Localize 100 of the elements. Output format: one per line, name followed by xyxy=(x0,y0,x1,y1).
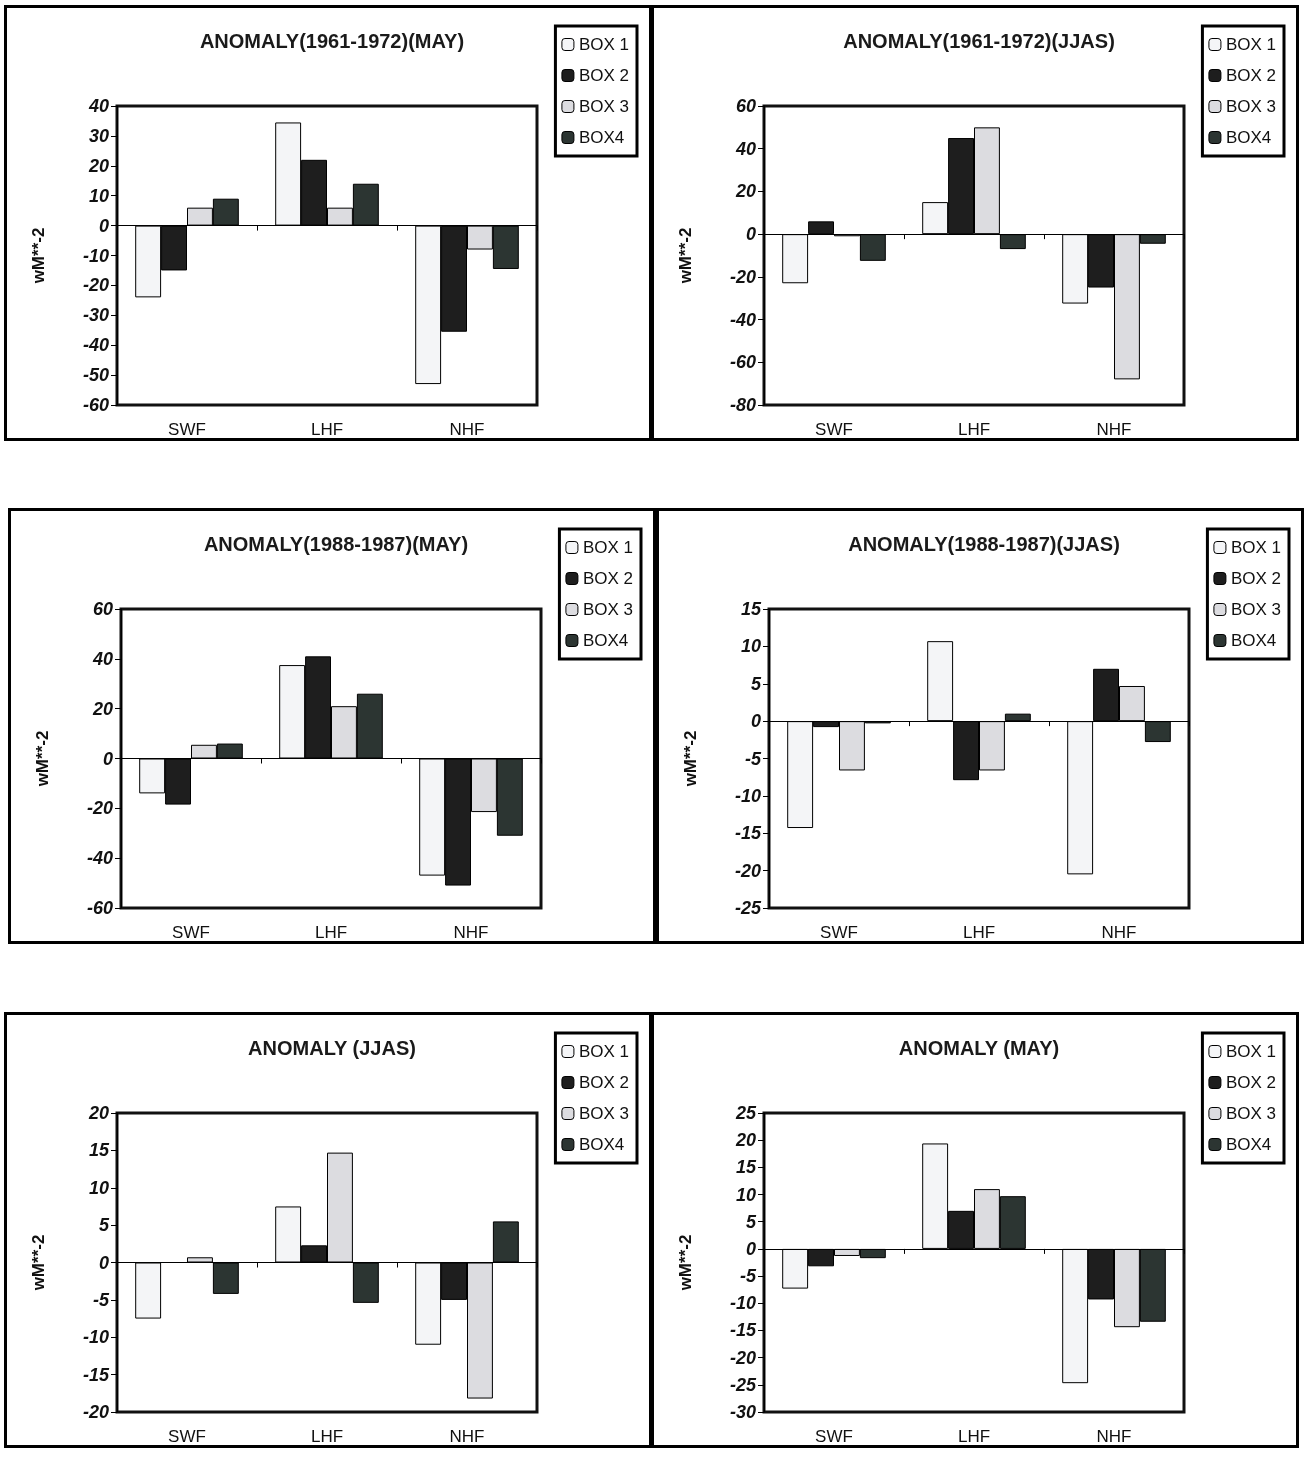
legend-label: BOX4 xyxy=(578,128,625,147)
legend-label: BOX 1 xyxy=(1225,1042,1277,1061)
legend-label: BOX4 xyxy=(578,1135,625,1154)
y-tick-label: 15 xyxy=(740,599,762,619)
x-tick-label: LHF xyxy=(962,923,996,942)
legend-label: BOX 1 xyxy=(582,538,634,557)
y-tick-label: -50 xyxy=(82,365,109,386)
y-tick-label: -5 xyxy=(744,748,762,769)
x-tick-label: SWF xyxy=(168,420,206,439)
y-tick-label: 15 xyxy=(735,1157,757,1178)
legend-label: BOX 2 xyxy=(578,66,630,85)
x-tick-label: LHF xyxy=(310,1427,344,1446)
x-tick-label: LHF xyxy=(310,420,344,439)
y-tick-label: -20 xyxy=(86,798,113,819)
y-tick-label: -60 xyxy=(86,898,113,918)
y-tick-label: 10 xyxy=(88,185,109,206)
y-tick-label: -20 xyxy=(82,275,109,296)
y-tick-label: 0 xyxy=(98,215,109,236)
y-axis-title: wM**-2 xyxy=(29,227,48,285)
y-tick-label: 15 xyxy=(88,1140,110,1161)
y-tick-label: -25 xyxy=(729,1374,757,1395)
y-tick-label: 5 xyxy=(745,1211,757,1232)
y-tick-label: 5 xyxy=(98,1215,110,1236)
legend-label: BOX 3 xyxy=(578,97,630,116)
y-tick-label: -20 xyxy=(734,860,761,881)
y-tick-label: 40 xyxy=(87,96,109,116)
legend-label: BOX 3 xyxy=(1225,1104,1277,1123)
x-tick-label: SWF xyxy=(168,1427,206,1446)
chart-title: ANOMALY (MAY) xyxy=(898,1037,1060,1059)
y-tick-label: -5 xyxy=(739,1266,757,1287)
y-tick-label: 10 xyxy=(88,1177,109,1198)
y-tick-label: -10 xyxy=(82,245,109,266)
legend-label: BOX 3 xyxy=(1225,97,1277,116)
x-tick-label: LHF xyxy=(314,923,348,942)
x-tick-label: SWF xyxy=(820,923,858,942)
y-tick-label: 5 xyxy=(750,673,762,694)
y-tick-label: -15 xyxy=(82,1364,110,1385)
legend-label: BOX 2 xyxy=(1225,1073,1277,1092)
y-tick-label: -20 xyxy=(82,1402,109,1422)
y-tick-label: -5 xyxy=(92,1289,110,1310)
chart-title: ANOMALY(1988-1987)(JJAS) xyxy=(848,533,1120,555)
y-tick-label: -10 xyxy=(729,1293,756,1314)
y-tick-label: 20 xyxy=(91,698,113,719)
y-tick-label: 25 xyxy=(734,1103,757,1123)
y-tick-label: 20 xyxy=(734,1130,756,1151)
x-tick-label: LHF xyxy=(957,1427,991,1446)
y-tick-label: -80 xyxy=(729,395,756,415)
y-tick-label: 40 xyxy=(734,138,756,159)
y-tick-label: -25 xyxy=(734,898,762,918)
legend-label: BOX 1 xyxy=(1225,35,1277,54)
x-tick-label: SWF xyxy=(172,923,210,942)
y-tick-label: 60 xyxy=(92,599,113,619)
y-tick-label: -10 xyxy=(734,785,761,806)
chart-title: ANOMALY (JJAS) xyxy=(248,1037,416,1059)
y-tick-label: -40 xyxy=(86,848,113,869)
legend-label: BOX 2 xyxy=(1230,569,1282,588)
y-tick-label: 0 xyxy=(745,1238,756,1259)
y-tick-label: -10 xyxy=(82,1327,109,1348)
legend-label: BOX 2 xyxy=(582,569,634,588)
y-tick-label: 20 xyxy=(87,155,109,176)
y-tick-label: 60 xyxy=(735,96,756,116)
chart-title: ANOMALY(1961-1972)(JJAS) xyxy=(843,30,1115,52)
y-tick-label: -15 xyxy=(734,823,762,844)
y-tick-label: -60 xyxy=(729,352,756,373)
x-tick-label: NHF xyxy=(1101,923,1137,942)
y-tick-label: -40 xyxy=(729,309,756,330)
legend-label: BOX4 xyxy=(582,631,629,650)
y-tick-label: 40 xyxy=(91,648,113,669)
y-tick-label: -20 xyxy=(729,266,756,287)
x-tick-label: NHF xyxy=(449,420,485,439)
chart-title: ANOMALY(1988-1987)(MAY) xyxy=(203,533,469,555)
y-tick-label: -30 xyxy=(729,1402,756,1422)
y-tick-label: -20 xyxy=(729,1347,756,1368)
legend-label: BOX4 xyxy=(1225,128,1272,147)
y-tick-label: 0 xyxy=(745,224,756,245)
x-tick-label: NHF xyxy=(1096,420,1132,439)
x-tick-label: SWF xyxy=(815,1427,853,1446)
y-axis-title: wM**-2 xyxy=(681,730,700,788)
x-tick-label: SWF xyxy=(815,420,853,439)
chart-title: ANOMALY(1961-1972)(MAY) xyxy=(199,30,465,52)
legend-label: BOX4 xyxy=(1230,631,1277,650)
y-tick-label: 20 xyxy=(87,1103,109,1123)
y-tick-label: 30 xyxy=(88,125,109,146)
y-axis-title: wM**-2 xyxy=(29,1234,48,1292)
y-tick-label: 10 xyxy=(740,636,761,657)
y-axis-title: wM**-2 xyxy=(33,730,52,788)
x-tick-label: NHF xyxy=(1096,1427,1132,1446)
y-tick-label: -30 xyxy=(82,305,109,326)
y-tick-label: 0 xyxy=(750,711,761,732)
legend-label: BOX 3 xyxy=(582,600,634,619)
y-tick-label: 10 xyxy=(735,1184,756,1205)
y-tick-label: -60 xyxy=(82,395,109,415)
y-axis-title: wM**-2 xyxy=(676,227,695,285)
legend-label: BOX 2 xyxy=(578,1073,630,1092)
x-tick-label: LHF xyxy=(957,420,991,439)
y-tick-label: 0 xyxy=(102,748,113,769)
y-tick-label: -40 xyxy=(82,335,109,356)
x-tick-label: NHF xyxy=(449,1427,485,1446)
legend-label: BOX 1 xyxy=(1230,538,1282,557)
legend-label: BOX4 xyxy=(1225,1135,1272,1154)
